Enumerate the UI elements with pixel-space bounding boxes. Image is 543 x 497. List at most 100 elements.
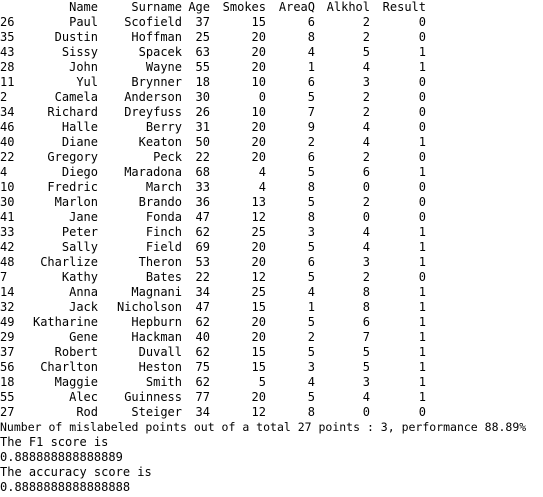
table-row: 43 Sissy Spacek 63 20 4 5 1 <box>0 45 426 60</box>
cell-name: Katharine <box>32 315 98 329</box>
cell-surname: Brando <box>138 195 182 209</box>
table-row: 56 Charlton Heston 75 15 3 5 1 <box>0 360 426 375</box>
cell-name: Camela <box>54 90 98 104</box>
cell-age: 40 <box>195 330 210 344</box>
cell-smokes: 10 <box>251 75 266 89</box>
cell-age: 34 <box>195 285 210 299</box>
cell-result: 1 <box>418 360 426 374</box>
cell-name: Charlton <box>40 360 98 374</box>
cell-alkhol: 2 <box>362 15 370 29</box>
cell-alkhol: 4 <box>362 135 370 149</box>
cell-result: 0 <box>418 30 426 44</box>
cell-age: 55 <box>195 60 210 74</box>
cell-name: Halle <box>61 120 98 134</box>
table-row: 55 Alec Guinness 77 20 5 4 1 <box>0 390 426 405</box>
cell-age: 62 <box>195 375 210 389</box>
cell-alkhol: 8 <box>362 300 370 314</box>
cell-result: 0 <box>418 195 426 209</box>
table-row: 48 Charlize Theron 53 20 6 3 1 <box>0 255 426 270</box>
cell-result: 1 <box>418 225 426 239</box>
cell-result: 0 <box>418 405 426 419</box>
cell-areaq: 5 <box>307 195 315 209</box>
row-index: 18 <box>0 375 15 389</box>
row-index: 22 <box>0 150 15 164</box>
cell-age: 37 <box>195 15 210 29</box>
cell-name: Yul <box>76 75 98 89</box>
row-index: 49 <box>0 315 15 329</box>
cell-areaq: 8 <box>307 180 315 194</box>
cell-age: 62 <box>195 315 210 329</box>
cell-result: 1 <box>418 315 426 329</box>
cell-result: 1 <box>418 375 426 389</box>
cell-result: 1 <box>418 135 426 149</box>
cell-areaq: 4 <box>307 375 315 389</box>
cell-areaq: 5 <box>307 165 315 179</box>
table-row: 7 Kathy Bates 22 12 5 2 0 <box>0 270 426 285</box>
cell-surname: Maradona <box>124 165 182 179</box>
cell-smokes: 20 <box>251 150 266 164</box>
cell-smokes: 20 <box>251 135 266 149</box>
cell-age: 53 <box>195 255 210 269</box>
cell-alkhol: 3 <box>362 375 370 389</box>
cell-alkhol: 8 <box>362 285 370 299</box>
table-row: 41 Jane Fonda 47 12 8 0 0 <box>0 210 426 225</box>
cell-result: 1 <box>418 45 426 59</box>
cell-name: Sally <box>61 240 98 254</box>
cell-surname: Wayne <box>145 60 182 74</box>
cell-surname: Anderson <box>124 90 182 104</box>
cell-name: Dustin <box>54 30 98 44</box>
cell-smokes: 20 <box>251 120 266 134</box>
cell-name: Alec <box>69 390 98 404</box>
cell-surname: Hackman <box>131 330 182 344</box>
cell-age: 62 <box>195 225 210 239</box>
cell-alkhol: 6 <box>362 165 370 179</box>
row-index: 14 <box>0 285 15 299</box>
f1-score-label: The F1 score is <box>0 435 109 449</box>
cell-smokes: 13 <box>251 195 266 209</box>
cell-alkhol: 0 <box>362 210 370 224</box>
cell-alkhol: 0 <box>362 180 370 194</box>
cell-surname: Finch <box>145 225 182 239</box>
cell-result: 0 <box>418 120 426 134</box>
cell-surname: Scofield <box>124 15 182 29</box>
cell-age: 62 <box>195 345 210 359</box>
cell-areaq: 8 <box>307 210 315 224</box>
table-row: 42 Sally Field 69 20 5 4 1 <box>0 240 426 255</box>
row-index: 27 <box>0 405 15 419</box>
row-index: 56 <box>0 360 15 374</box>
cell-smokes: 20 <box>251 390 266 404</box>
table-row: 35 Dustin Hoffman 25 20 8 2 0 <box>0 30 426 45</box>
cell-name: John <box>69 60 98 74</box>
cell-age: 47 <box>195 210 210 224</box>
row-index: 48 <box>0 255 15 269</box>
cell-smokes: 20 <box>251 240 266 254</box>
cell-alkhol: 2 <box>362 30 370 44</box>
cell-result: 1 <box>418 285 426 299</box>
cell-smokes: 4 <box>258 165 266 179</box>
cell-alkhol: 2 <box>362 270 370 284</box>
cell-areaq: 5 <box>307 90 315 104</box>
row-index: 33 <box>0 225 15 239</box>
table-row: 30 Marlon Brando 36 13 5 2 0 <box>0 195 426 210</box>
cell-smokes: 25 <box>251 225 266 239</box>
cell-age: 34 <box>195 405 210 419</box>
cell-areaq: 5 <box>307 345 315 359</box>
cell-surname: Keaton <box>138 135 182 149</box>
cell-smokes: 12 <box>251 210 266 224</box>
cell-smokes: 4 <box>258 180 266 194</box>
cell-result: 0 <box>418 210 426 224</box>
cell-name: Richard <box>47 105 98 119</box>
table-row: 10 Fredric March 33 4 8 0 0 <box>0 180 426 195</box>
cell-age: 22 <box>195 150 210 164</box>
column-header-surname: Surname <box>131 0 182 14</box>
cell-areaq: 9 <box>307 120 315 134</box>
cell-age: 75 <box>195 360 210 374</box>
cell-alkhol: 2 <box>362 90 370 104</box>
cell-surname: Magnani <box>131 285 182 299</box>
column-header-areaq: AreaQ <box>278 0 315 14</box>
row-index: 32 <box>0 300 15 314</box>
row-index: 46 <box>0 120 15 134</box>
cell-alkhol: 7 <box>362 330 370 344</box>
cell-smokes: 20 <box>251 45 266 59</box>
cell-age: 77 <box>195 390 210 404</box>
